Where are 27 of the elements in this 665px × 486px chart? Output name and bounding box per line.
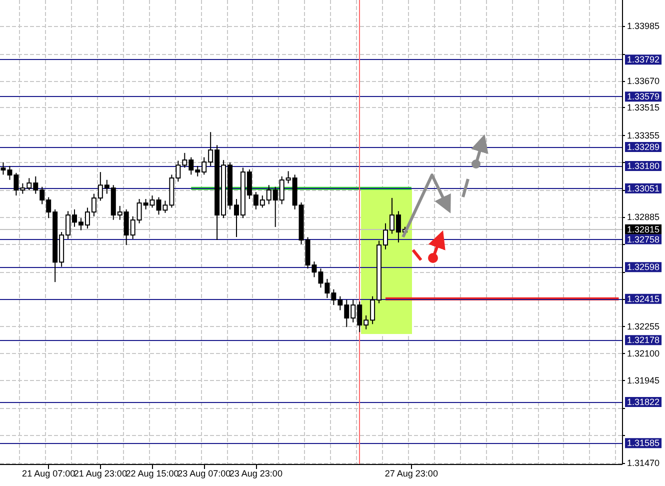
x-tick-label: 23 Aug 07:00 [178, 468, 231, 478]
x-tick-label: 23 Aug 23:00 [229, 468, 282, 478]
y-tick-label: 1.32255 [627, 322, 660, 332]
y-tick-label: 1.33670 [627, 76, 660, 86]
x-tick-label: 21 Aug 23:00 [74, 468, 127, 478]
ref-line-label: 1.32598 [627, 262, 660, 272]
y-tick-label: 1.31470 [627, 458, 660, 468]
ref-line-label: 1.32815 [627, 224, 660, 234]
ref-line-label: 1.33579 [627, 92, 660, 102]
ref-line-label: 1.33792 [627, 54, 660, 65]
y-tick-label: 1.32100 [627, 348, 660, 359]
ref-line-label: 1.33180 [627, 160, 660, 171]
y-tick-label: 1.32885 [627, 212, 660, 222]
x-tick-label: 21 Aug 07:00 [22, 468, 76, 478]
x-tick-label: 27 Aug 23:00 [384, 468, 438, 478]
ref-line-label: 1.31822 [627, 396, 660, 407]
x-tick-label: 22 Aug 15:00 [126, 468, 179, 478]
ref-line-label: 1.32178 [627, 335, 660, 346]
ref-line-label: 1.32758 [627, 234, 660, 244]
y-tick-label: 1.33515 [627, 102, 660, 113]
ref-line-label: 1.33051 [627, 183, 660, 194]
y-tick-label: 1.33985 [627, 21, 660, 32]
ref-line-label: 1.31585 [627, 438, 660, 448]
y-tick-label: 1.33355 [627, 130, 660, 141]
ref-line-label: 1.32415 [627, 294, 660, 304]
y-tick-label: 1.31945 [627, 376, 660, 386]
ref-line-label: 1.33289 [627, 142, 660, 152]
